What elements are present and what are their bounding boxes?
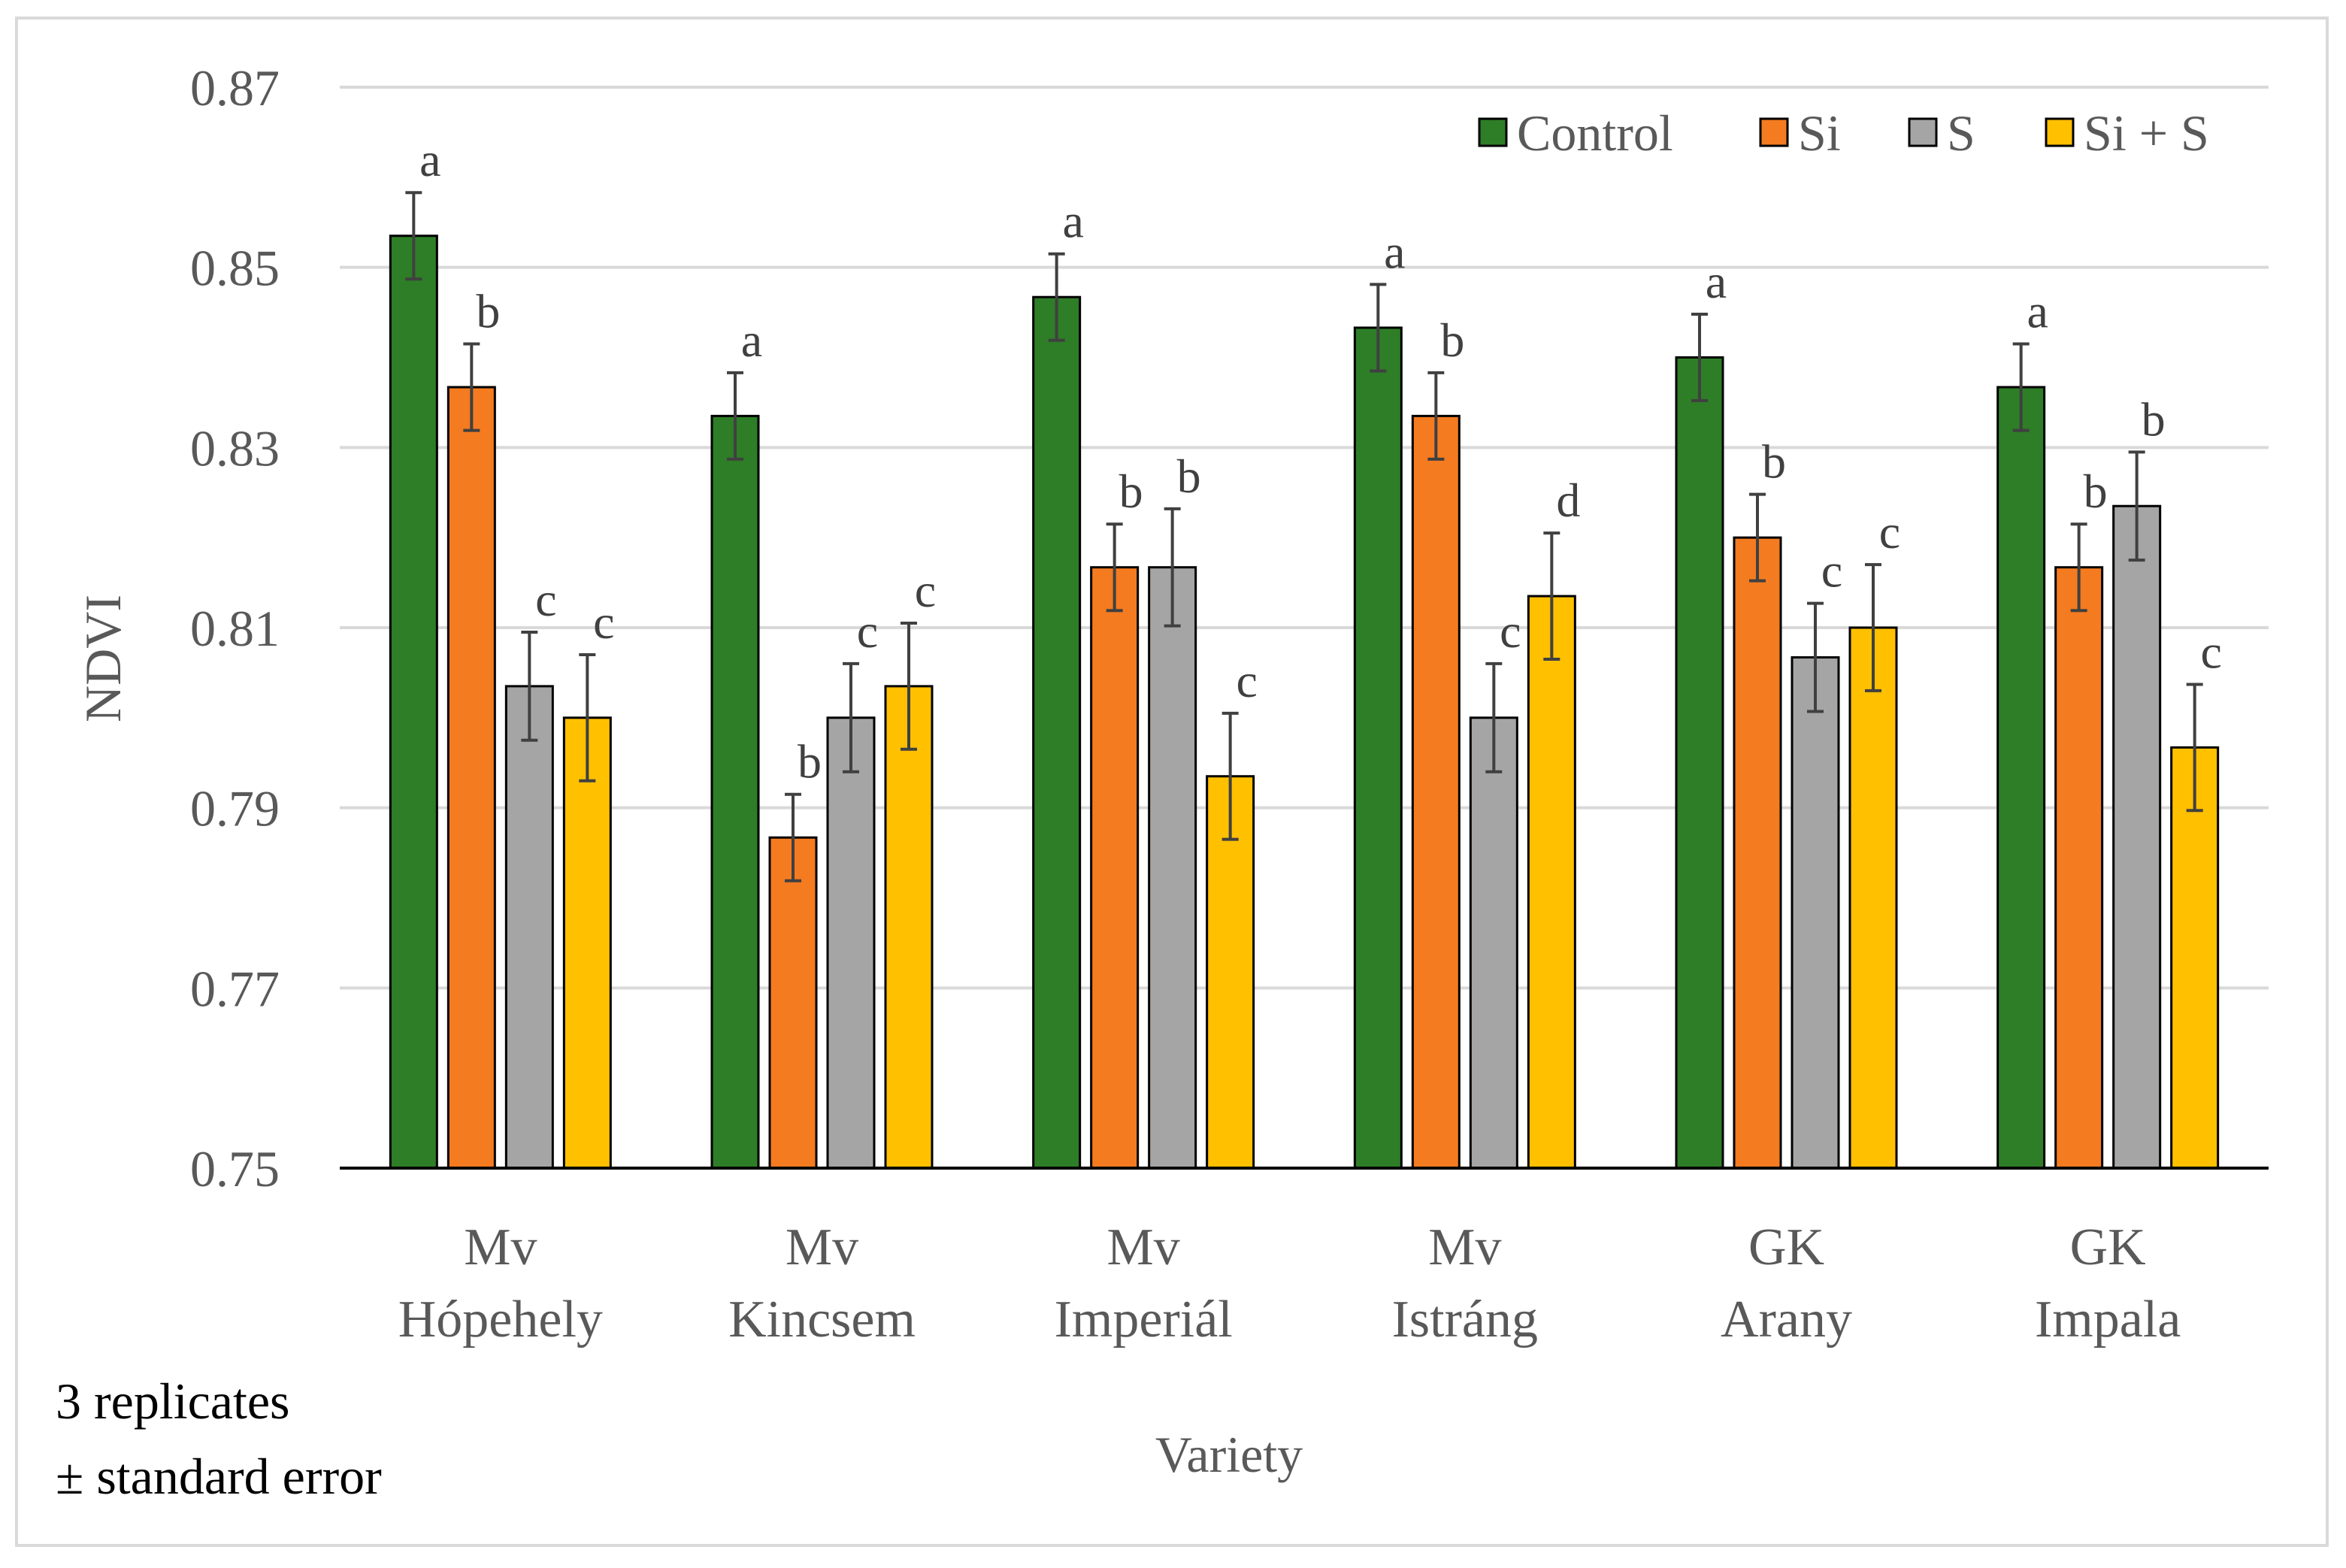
significance-letter: b (476, 285, 500, 338)
bar (884, 685, 934, 1170)
x-tick-label: Kincsem (728, 1291, 916, 1349)
y-tick-label: 0.77 (190, 960, 280, 1017)
bar (1090, 566, 1140, 1170)
bar (2112, 504, 2162, 1170)
x-tick-label: Hópehely (398, 1291, 603, 1349)
bar (1675, 356, 1724, 1170)
bar (1791, 656, 1840, 1170)
significance-letter: c (2200, 625, 2221, 678)
significance-letter: b (2142, 392, 2166, 446)
legend-label: Si (1798, 104, 1841, 162)
bar (768, 836, 818, 1170)
significance-letter: a (2027, 285, 2048, 338)
bar (1469, 716, 1518, 1170)
significance-letter: a (1062, 195, 1083, 248)
y-tick-label: 0.81 (190, 600, 280, 657)
bar (389, 235, 438, 1170)
x-tick-label: GK (2070, 1218, 2146, 1276)
x-axis-label: Variety (1155, 1426, 1303, 1483)
significance-letter: c (1821, 544, 1842, 598)
bar (1353, 326, 1403, 1170)
legend-swatch (1478, 117, 1508, 147)
legend-label: Control (1517, 104, 1673, 162)
significance-letter: b (1119, 465, 1143, 518)
bar (446, 386, 496, 1170)
bar (1527, 595, 1576, 1170)
significance-letter: b (1440, 313, 1464, 367)
y-tick-label: 0.83 (190, 419, 280, 477)
bar (1206, 775, 1255, 1170)
x-tick-label: Istráng (1392, 1291, 1538, 1349)
legend-label: S (1947, 104, 1975, 162)
significance-letter: a (1384, 225, 1405, 278)
significance-letter: c (857, 604, 878, 658)
x-tick-label: Mv (1428, 1218, 1501, 1276)
significance-letter: b (1177, 450, 1201, 503)
legend-label: Si + S (2084, 104, 2209, 162)
significance-letter: c (593, 595, 614, 649)
x-tick-label: Mv (786, 1218, 858, 1276)
bar (826, 716, 876, 1170)
x-tick-label: Mv (464, 1218, 537, 1276)
significance-letter: a (1706, 255, 1727, 308)
y-tick-label: 0.85 (190, 240, 280, 297)
bar (1733, 536, 1782, 1170)
y-tick-label: 0.87 (190, 59, 280, 117)
legend-swatch (2045, 117, 2075, 147)
significance-letter: c (1236, 654, 1257, 707)
bar (1411, 414, 1461, 1170)
bar (1996, 386, 2046, 1170)
x-tick-label: Arany (1721, 1291, 1852, 1349)
x-tick-label: GK (1748, 1218, 1824, 1276)
significance-letter: c (1879, 505, 1900, 558)
significance-letter: b (798, 735, 822, 789)
y-axis-label: NDVI (74, 595, 132, 722)
significance-letter: c (915, 564, 936, 617)
replicates-note: 3 replicates (56, 1373, 290, 1430)
significance-letter: b (2084, 465, 2108, 518)
significance-letter: b (1762, 435, 1786, 489)
significance-letter: a (419, 133, 440, 186)
bar (562, 716, 612, 1170)
x-tick-label: Mv (1107, 1218, 1180, 1276)
significance-letter: c (1500, 604, 1521, 658)
x-tick-label: Imperiál (1055, 1291, 1233, 1349)
bar (1148, 566, 1197, 1170)
standard-error-note: ± standard error (56, 1448, 382, 1505)
legend-swatch (1759, 117, 1789, 147)
y-tick-label: 0.75 (190, 1140, 280, 1197)
bar (1032, 295, 1082, 1170)
bar (2054, 566, 2104, 1170)
bar (504, 685, 554, 1170)
legend-swatch (1908, 117, 1938, 147)
significance-letter: a (741, 313, 762, 367)
bar (1848, 626, 1898, 1170)
significance-letter: d (1556, 474, 1580, 527)
bar (710, 414, 760, 1170)
y-tick-label: 0.79 (190, 780, 280, 837)
significance-letter: c (535, 573, 556, 626)
x-tick-label: Impala (2035, 1291, 2181, 1349)
